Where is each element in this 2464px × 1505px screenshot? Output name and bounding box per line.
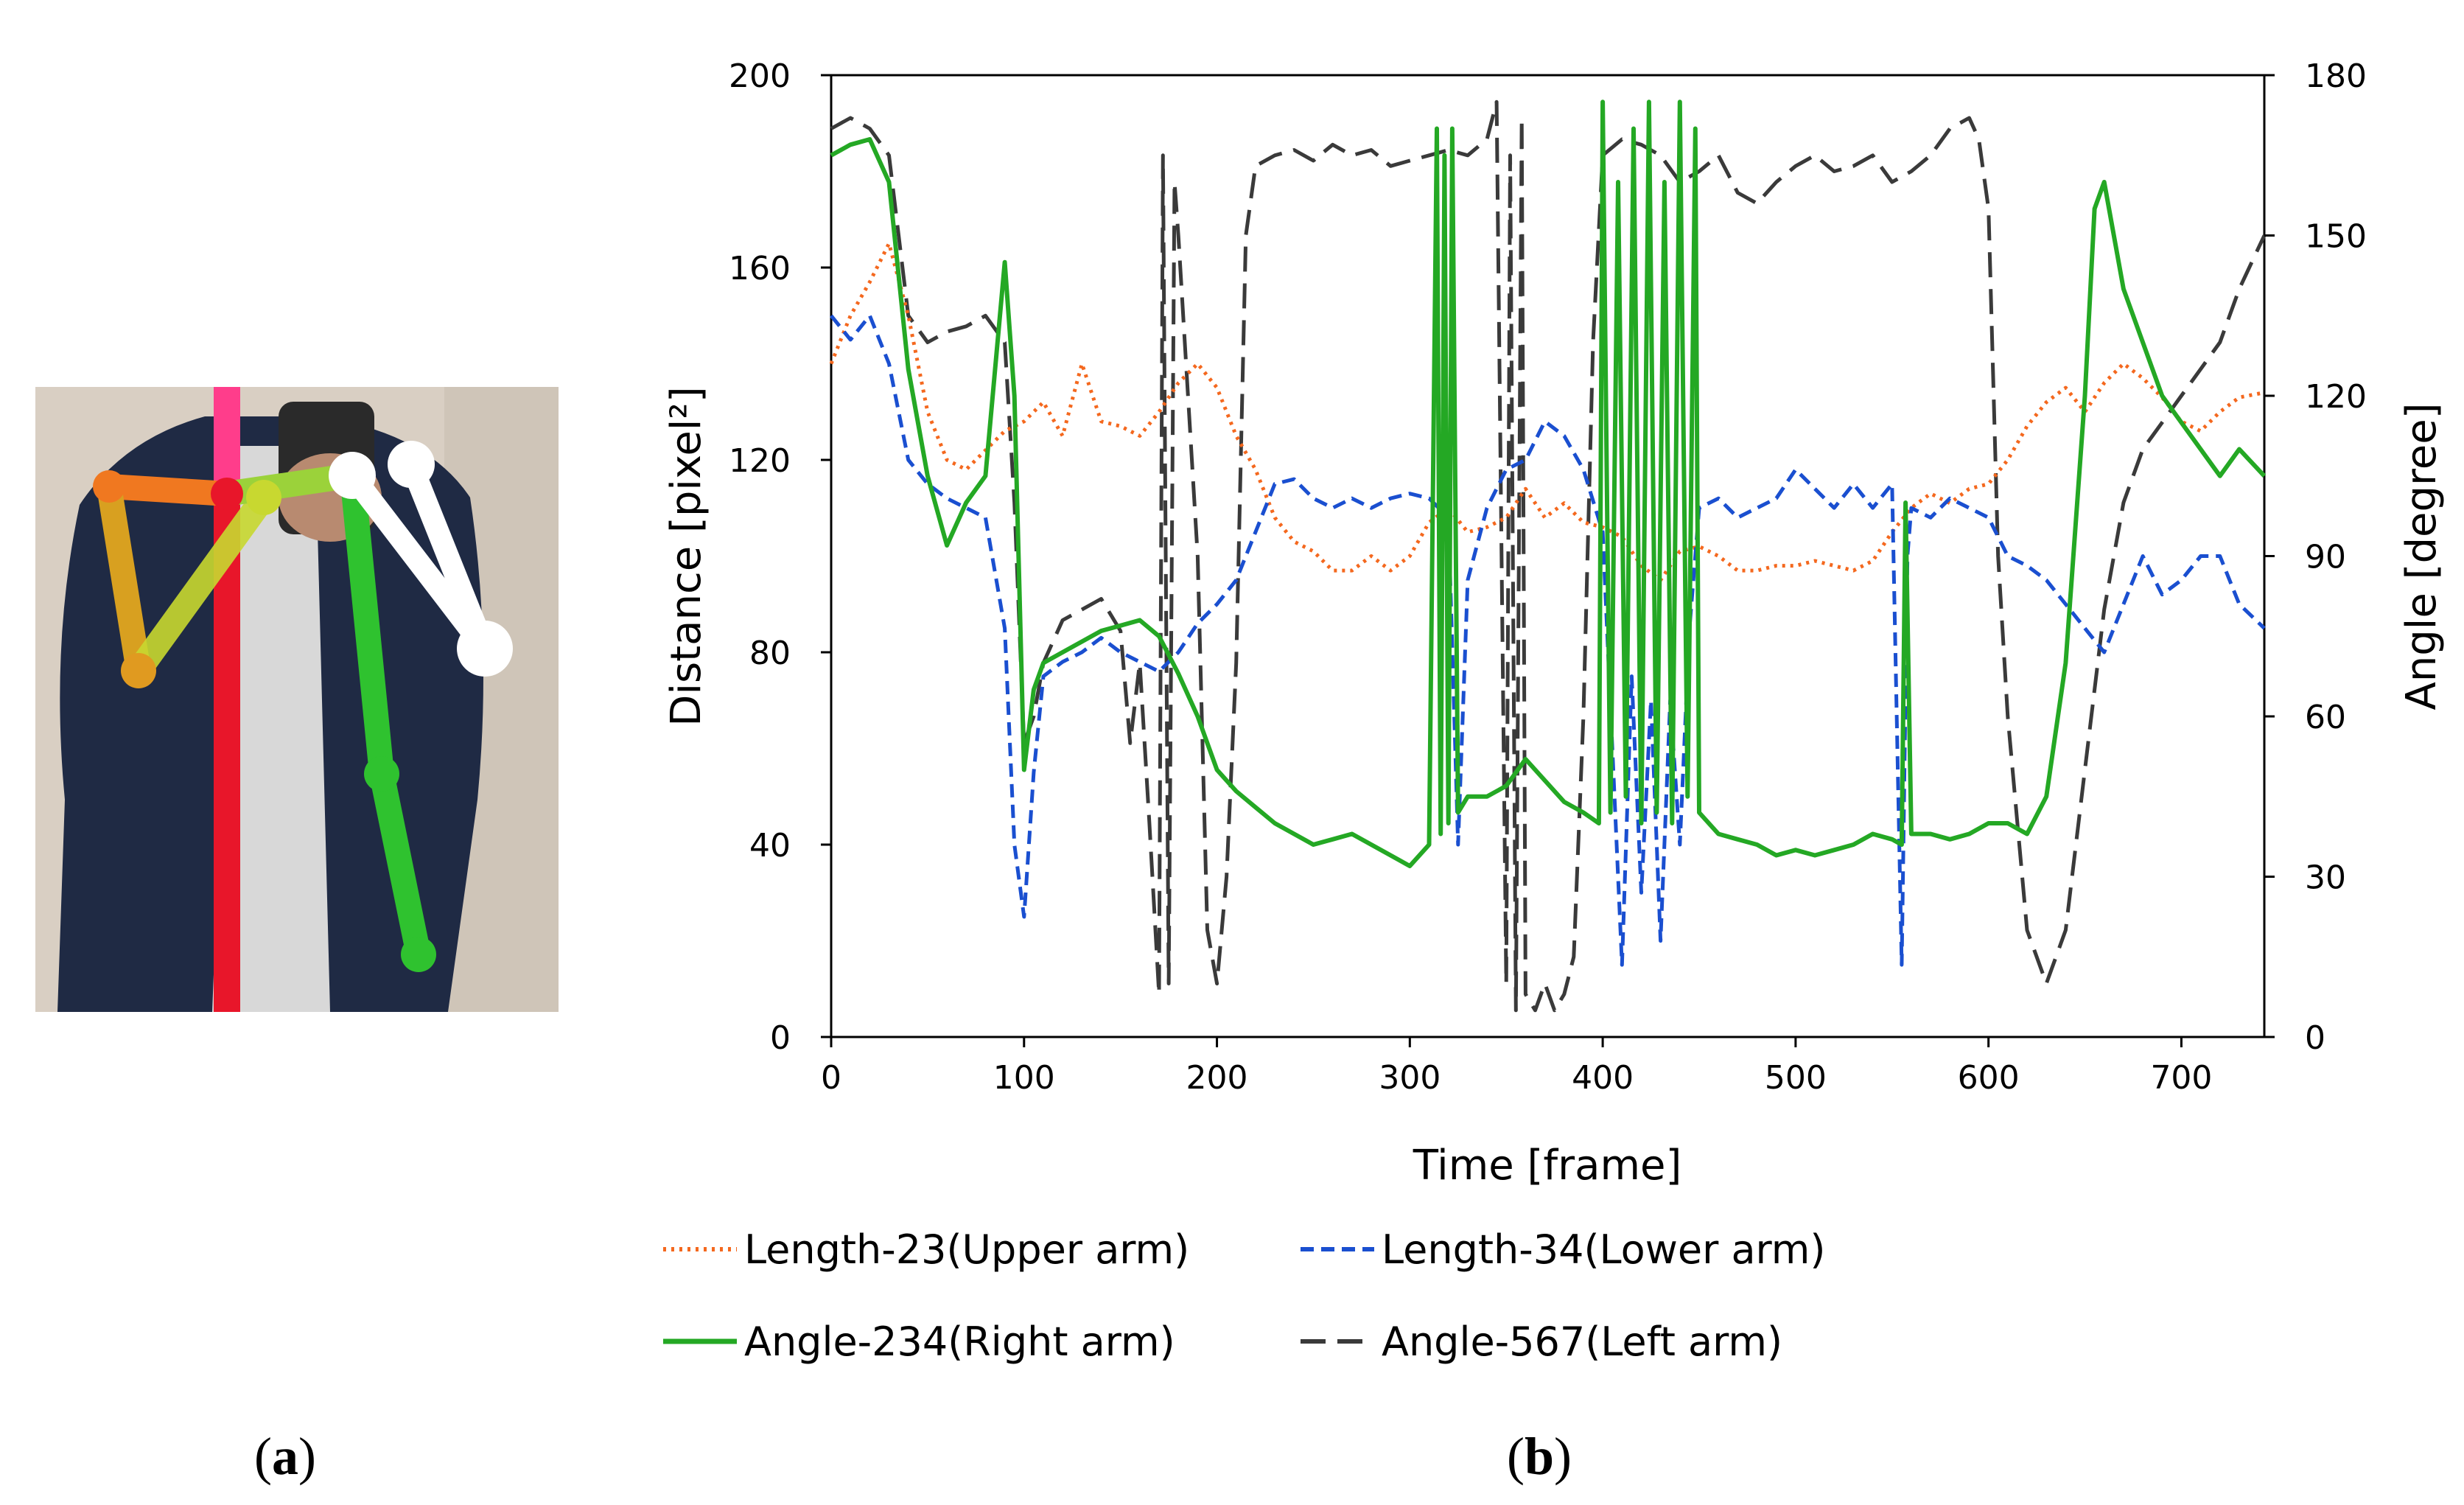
joint-right-elbow [121,653,156,688]
skeleton-left-lower-arm [369,771,431,957]
joint-right-shoulder [93,470,125,503]
y-right-tick-label-0: 0 [2305,1019,2325,1057]
y-right-tick-label-90: 90 [2305,539,2346,576]
plot-frame [830,74,2266,1038]
y-right-tick-label-180: 180 [2305,57,2367,95]
panel-label-a: (a) [254,1427,316,1486]
photo-shirt [212,446,330,1012]
x-tick-label-400: 400 [1572,1059,1634,1097]
tick-layer: 0 100 200 300 400 500 600 700 0 40 80 120 160 200 0 30 6… [729,57,2367,1097]
joint-left-wrist [401,937,436,972]
legend-label-4: Angle-567(Left arm) [1382,1319,1782,1365]
x-tick-label-100: 100 [993,1059,1055,1097]
person-skeleton-photo [35,387,559,1012]
joint-left-elbow [364,756,399,792]
series-layer [829,99,2267,1013]
x-tick-label-500: 500 [1765,1059,1827,1097]
y-left-tick-label-40: 40 [749,827,791,865]
x-tick-label-600: 600 [1958,1059,2020,1097]
y-right-tick-label-120: 120 [2305,378,2367,416]
joint-white-a [329,452,376,499]
skeleton-right-upper-arm [97,484,151,673]
series-line-angle-234 [830,99,2267,868]
panel-label-b-text: b [1524,1427,1555,1486]
legend: Length-23(Upper arm) Length-34(Lower arm)… [663,1226,1825,1365]
pose-photo [35,387,559,1012]
skeleton-left-upper-arm [340,474,394,775]
y-right-tick-label-60: 60 [2305,699,2346,736]
panel-label-a-text: a [271,1427,298,1486]
x-tick-label-200: 200 [1186,1059,1248,1097]
legend-label-1: Length-23(Upper arm) [744,1226,1189,1273]
joint-white-b [388,441,435,488]
skeleton-right-shoulder [108,474,228,506]
y-left-tick-label-200: 200 [729,57,791,95]
series-line-length-23 [829,241,2265,582]
legend-label-3: Angle-234(Right arm) [744,1319,1175,1365]
y-right-tick-label-150: 150 [2305,218,2367,256]
panel-label-b: (b) [1507,1427,1572,1486]
skeleton-white-arm-b [401,460,495,653]
joint-right-wrist [246,480,281,515]
y-left-tick-label-120: 120 [729,442,791,480]
y-right-tick-label-30: 30 [2305,859,2346,897]
joint-white-c [457,621,513,677]
skeleton-right-lower-arm [128,490,274,678]
x-axis-title: Time [frame] [1413,1142,1682,1190]
x-tick-label-300: 300 [1379,1059,1441,1097]
series-line-length-34 [830,313,2266,967]
y-left-axis-title: Distance [pixel²] [662,386,710,726]
legend-label-2: Length-34(Lower arm) [1382,1226,1825,1273]
y-left-tick-label-160: 160 [729,250,791,287]
joint-neck [211,478,243,510]
x-tick-label-700: 700 [2150,1059,2212,1097]
y-right-axis-title: Angle [degree] [2398,402,2446,710]
x-tick-label-0: 0 [821,1059,841,1097]
series-line-angle-567 [830,99,2267,1013]
y-left-tick-label-80: 80 [749,635,791,672]
y-left-tick-label-0: 0 [770,1019,791,1057]
